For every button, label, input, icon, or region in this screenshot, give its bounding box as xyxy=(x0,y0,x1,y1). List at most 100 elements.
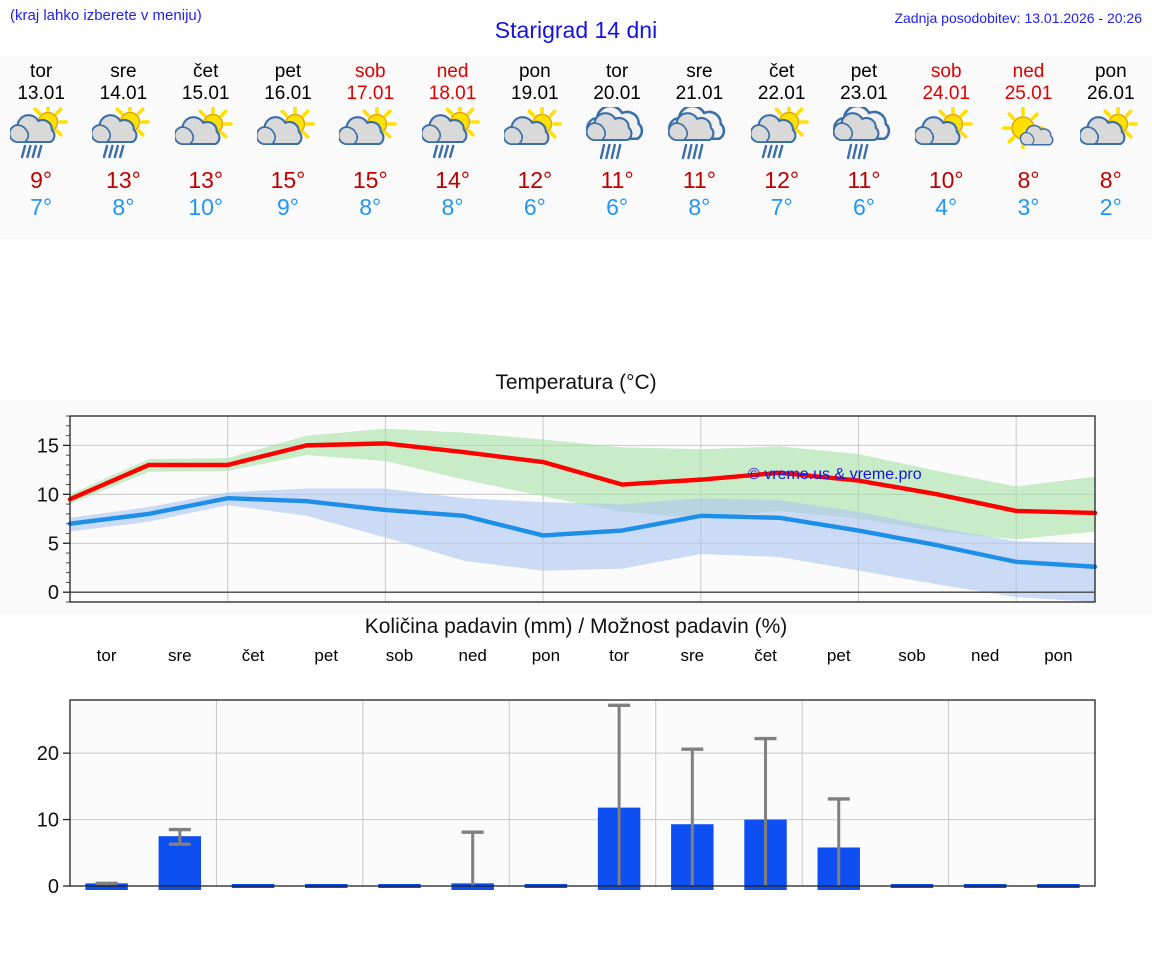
precipitation-probability-label: 65% xyxy=(742,863,789,889)
day-date: 17.01 xyxy=(346,83,395,104)
day-name: sob xyxy=(354,61,386,82)
temperature-chart-title: Temperatura (°C) xyxy=(495,371,657,394)
day-forecast-cell[interactable]: ned 18.01 14° 8° xyxy=(411,56,493,239)
day-temp-min: 8° xyxy=(112,194,135,220)
precipitation-day-label: sre xyxy=(680,646,705,665)
precipitation-probability-label: 35% xyxy=(1035,863,1082,889)
day-forecast-cell[interactable]: pon 19.01 12° 6° xyxy=(494,56,576,239)
temperature-chart-panel xyxy=(0,400,1152,600)
precipitation-probability-label: 55% xyxy=(815,863,862,889)
day-forecast-cell[interactable]: sob 24.01 10° 4° xyxy=(905,56,987,239)
partly-cloudy-rain-icon xyxy=(92,107,154,165)
day-name: pet xyxy=(850,61,878,82)
precipitation-day-label: sob xyxy=(898,646,926,665)
day-forecast-cell[interactable]: tor 20.01 11° 6° xyxy=(576,56,658,239)
precipitation-chart-block: Količina padavin (mm) / Možnost padavin … xyxy=(0,615,1152,975)
day-temp-min: 2° xyxy=(1099,194,1122,220)
cloudy-rain-icon xyxy=(832,107,895,165)
precipitation-probability-label: 30% xyxy=(962,863,1009,889)
precipitation-probability-label: 5% xyxy=(309,863,343,889)
day-name: čet xyxy=(193,61,219,82)
day-temp-max: 13° xyxy=(188,167,224,193)
cloudy-rain-icon xyxy=(668,107,730,165)
day-temp-min: 7° xyxy=(770,194,793,220)
day-temp-max: 11° xyxy=(847,167,881,193)
header-bar: (kraj lahko izberete v meniju) Starigrad… xyxy=(0,0,1152,56)
day-date: 16.01 xyxy=(264,83,312,104)
precipitation-day-label: čet xyxy=(241,646,265,665)
day-forecast-cell[interactable]: pet 23.01 11° 6° xyxy=(823,56,905,239)
precipitation-day-label: pet xyxy=(826,646,851,665)
day-forecast-cell[interactable]: pet 16.01 15° 9° xyxy=(247,56,329,239)
mostly-sunny-icon xyxy=(998,107,1060,165)
precipitation-probability-label: 50% xyxy=(522,863,569,889)
day-temp-min: 8° xyxy=(688,194,711,220)
day-name: tor xyxy=(30,61,53,82)
day-date: 25.01 xyxy=(1004,83,1053,104)
day-temp-max: 12° xyxy=(517,167,553,193)
day-forecast-cell[interactable]: ned 25.01 8° 3° xyxy=(987,56,1069,239)
daily-forecast-row: tor 13.01 9° 7° sre 14.01 13° 8° čet 15.01 13° 10° p… xyxy=(0,56,1152,239)
day-temp-max: 8° xyxy=(1017,167,1040,193)
last-updated-text: Zadnja posodobitev: 13.01.2026 - 20:26 xyxy=(894,10,1142,26)
precipitation-day-label: pon xyxy=(531,646,561,665)
day-name: pon xyxy=(1094,61,1127,82)
partly-cloudy-icon xyxy=(1079,107,1142,165)
day-temp-min: 6° xyxy=(852,194,875,220)
day-temp-max: 15° xyxy=(352,167,388,193)
partly-cloudy-icon xyxy=(339,107,401,165)
day-date: 23.01 xyxy=(840,83,888,104)
precipitation-day-label: pon xyxy=(1044,646,1073,665)
precipitation-day-label: sre xyxy=(168,646,192,665)
day-temp-max: 14° xyxy=(435,167,470,193)
day-temp-max: 11° xyxy=(682,167,716,193)
day-date: 20.01 xyxy=(593,83,641,104)
day-forecast-cell[interactable]: sre 21.01 11° 8° xyxy=(658,56,740,239)
cloudy-rain-icon xyxy=(586,107,648,165)
partly-cloudy-icon xyxy=(174,107,237,165)
precipitation-day-labels: tor sre čet pet sob ned pon tor sre čet pet sob ned p… xyxy=(70,646,1095,668)
day-temp-min: 4° xyxy=(935,194,958,220)
day-name: sre xyxy=(110,61,137,82)
day-name: pon xyxy=(518,61,551,82)
day-forecast-cell[interactable]: pon 26.01 8° 2° xyxy=(1070,56,1152,239)
day-forecast-cell[interactable]: sob 17.01 15° 8° xyxy=(329,56,411,239)
precipitation-day-label: pet xyxy=(314,646,339,665)
day-date: 26.01 xyxy=(1087,83,1135,104)
precipitation-day-label: sob xyxy=(385,646,414,665)
precipitation-day-label: ned xyxy=(970,646,1000,665)
day-forecast-cell[interactable]: čet 22.01 12° 7° xyxy=(741,56,823,239)
day-name: sre xyxy=(686,61,713,82)
precipitation-chart-title: Količina padavin (mm) / Možnost padavin … xyxy=(364,615,788,638)
precipitation-day-label: tor xyxy=(96,646,117,665)
day-name: tor xyxy=(606,61,629,82)
precipitation-day-label: ned xyxy=(458,646,487,665)
precipitation-probability-row: 70% 40% 65% 5% 20% 40% 50% 80% 85% 65% 55% 35% 30% 35… xyxy=(70,863,1095,897)
day-temp-min: 3° xyxy=(1017,194,1040,220)
precipitation-probability-label: 20% xyxy=(376,863,423,889)
day-temp-min: 6° xyxy=(606,194,629,220)
partly-cloudy-rain-icon xyxy=(421,107,484,165)
day-temp-max: 12° xyxy=(764,167,800,193)
day-date: 14.01 xyxy=(99,83,148,104)
day-date: 22.01 xyxy=(757,83,806,104)
day-date: 15.01 xyxy=(181,83,230,104)
day-forecast-cell[interactable]: tor 13.01 9° 7° xyxy=(0,56,82,239)
day-name: ned xyxy=(436,61,469,82)
day-temp-max: 13° xyxy=(106,167,141,193)
partly-cloudy-icon xyxy=(915,107,977,165)
day-temp-min: 7° xyxy=(30,194,53,220)
day-forecast-cell[interactable]: čet 15.01 13° 10° xyxy=(165,56,247,239)
day-temp-min: 6° xyxy=(523,194,546,220)
partly-cloudy-icon xyxy=(503,107,566,165)
precipitation-probability-label: 65% xyxy=(230,863,277,889)
day-date: 13.01 xyxy=(17,83,65,104)
precipitation-probability-label: 35% xyxy=(888,863,935,889)
day-forecast-cell[interactable]: sre 14.01 13° 8° xyxy=(82,56,164,239)
precipitation-probability-label: 40% xyxy=(449,863,496,889)
day-name: ned xyxy=(1012,61,1045,82)
day-temp-max: 8° xyxy=(1099,167,1122,193)
precipitation-probability-label: 70% xyxy=(83,863,130,889)
day-date: 18.01 xyxy=(428,83,477,104)
day-temp-max: 9° xyxy=(30,167,53,193)
